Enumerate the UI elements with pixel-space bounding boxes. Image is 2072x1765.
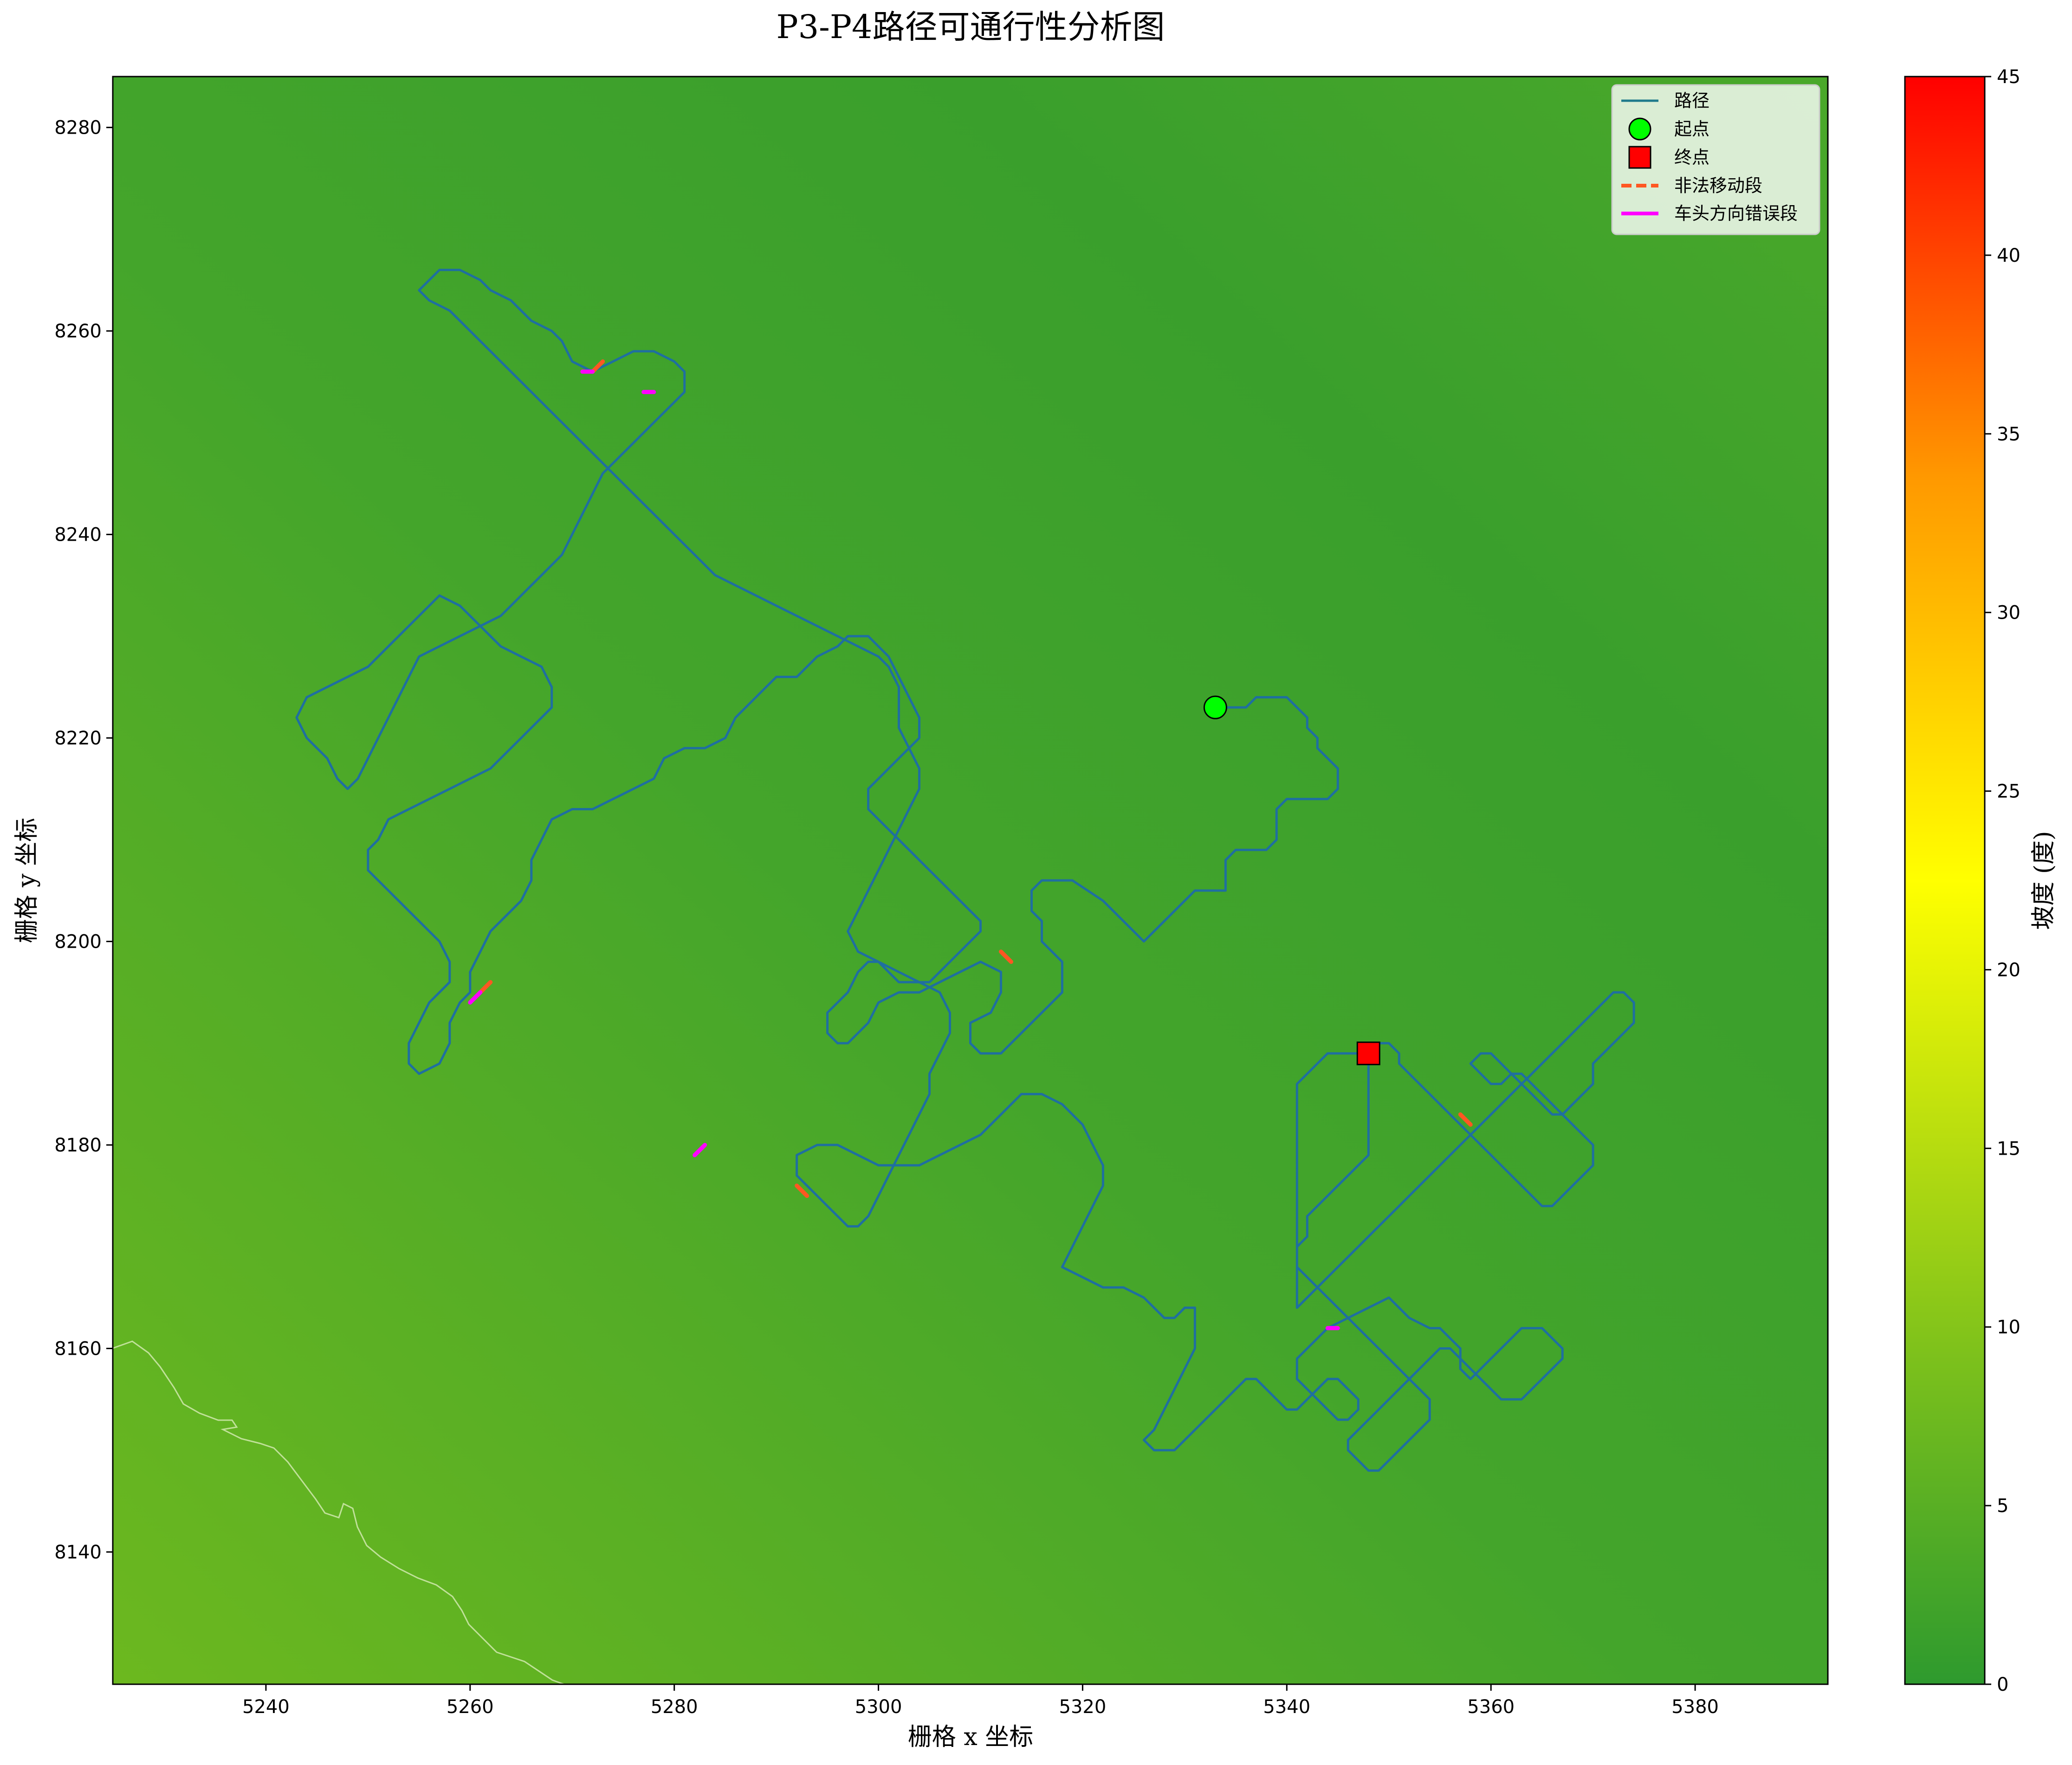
colorbar-tick-label: 45 bbox=[1997, 66, 2020, 88]
x-axis: 5240 5260 5280 5300 5320 5340 5360 5380 bbox=[242, 1684, 1719, 1718]
chart-title: P3-P4路径可通行性分析图 bbox=[777, 8, 1165, 46]
heading-error-segment bbox=[468, 990, 483, 1005]
illegal-segments-layer bbox=[478, 359, 1473, 1198]
colorbar-tick-label: 15 bbox=[1997, 1138, 2020, 1159]
x-tick-label: 5360 bbox=[1467, 1696, 1515, 1718]
legend-end-swatch bbox=[1628, 146, 1651, 169]
colorbar: 0 5 10 15 20 25 30 35 40 45 坡度 (度) bbox=[1904, 66, 2058, 1695]
colorbar-tick-label: 5 bbox=[1997, 1495, 2008, 1517]
end-point-marker bbox=[1356, 1041, 1380, 1066]
y-tick-label: 8240 bbox=[54, 524, 102, 546]
colorbar-tick-label: 0 bbox=[1997, 1674, 2008, 1695]
colorbar-gradient bbox=[1904, 76, 1986, 1685]
legend-label-path: 路径 bbox=[1674, 91, 1709, 111]
colorbar-label: 坡度 (度) bbox=[2030, 831, 2058, 930]
markers-layer bbox=[1203, 695, 1380, 1066]
y-tick-label: 8280 bbox=[54, 117, 102, 139]
illegal-move-segment bbox=[478, 980, 493, 995]
y-tick-label: 8160 bbox=[54, 1338, 102, 1360]
legend-label-illegal: 非法移动段 bbox=[1674, 175, 1762, 196]
illegal-move-segment bbox=[1458, 1112, 1473, 1127]
plot-area bbox=[112, 76, 1829, 1685]
colorbar-tick-label: 20 bbox=[1997, 959, 2020, 981]
heading-error-segment bbox=[693, 1143, 707, 1157]
colorbar-tick-label: 30 bbox=[1997, 602, 2020, 624]
route-path-line bbox=[295, 269, 1635, 1472]
x-axis-label: 栅格 x 坐标 bbox=[908, 1723, 1033, 1751]
x-tick-label: 5260 bbox=[447, 1696, 494, 1718]
y-axis: 8140 8160 8180 8200 8220 8240 8260 8280 bbox=[54, 117, 113, 1563]
x-tick-label: 5380 bbox=[1671, 1696, 1719, 1718]
legend-label-start: 起点 bbox=[1674, 119, 1709, 139]
y-tick-label: 8220 bbox=[54, 728, 102, 749]
legend-label-end: 终点 bbox=[1674, 147, 1709, 168]
colorbar-tick-label: 25 bbox=[1997, 781, 2020, 802]
legend-label-heading: 车头方向错误段 bbox=[1674, 203, 1798, 224]
colorbar-tick-label: 40 bbox=[1997, 245, 2020, 266]
colorbar-ticks: 0 5 10 15 20 25 30 35 40 45 bbox=[1985, 66, 2020, 1695]
legend-start-swatch bbox=[1628, 117, 1651, 141]
illegal-move-segment bbox=[795, 1183, 809, 1198]
colorbar-tick-label: 35 bbox=[1997, 424, 2020, 445]
start-point-marker bbox=[1203, 695, 1227, 719]
x-tick-label: 5340 bbox=[1263, 1696, 1310, 1718]
slope-heatmap-background bbox=[113, 77, 1828, 1684]
x-tick-label: 5300 bbox=[855, 1696, 902, 1718]
plot-frame bbox=[112, 76, 1829, 1685]
x-tick-label: 5280 bbox=[651, 1696, 698, 1718]
y-tick-label: 8140 bbox=[54, 1542, 102, 1563]
colorbar-tick-label: 10 bbox=[1997, 1317, 2020, 1338]
heading-error-segments-layer bbox=[468, 369, 1340, 1331]
y-axis-label: 栅格 y 坐标 bbox=[13, 818, 41, 943]
slope-contour bbox=[112, 1340, 564, 1685]
illegal-move-segment bbox=[998, 949, 1013, 964]
legend-box bbox=[1611, 84, 1820, 235]
x-tick-label: 5240 bbox=[242, 1696, 290, 1718]
path-layer bbox=[295, 269, 1635, 1472]
x-tick-label: 5320 bbox=[1059, 1696, 1107, 1718]
y-tick-label: 8180 bbox=[54, 1135, 102, 1156]
y-tick-label: 8200 bbox=[54, 931, 102, 953]
illegal-move-segment bbox=[590, 359, 605, 374]
legend: 路径 起点 终点 非法移动段 车头方向错误段 bbox=[1611, 84, 1820, 235]
y-tick-label: 8260 bbox=[54, 321, 102, 342]
